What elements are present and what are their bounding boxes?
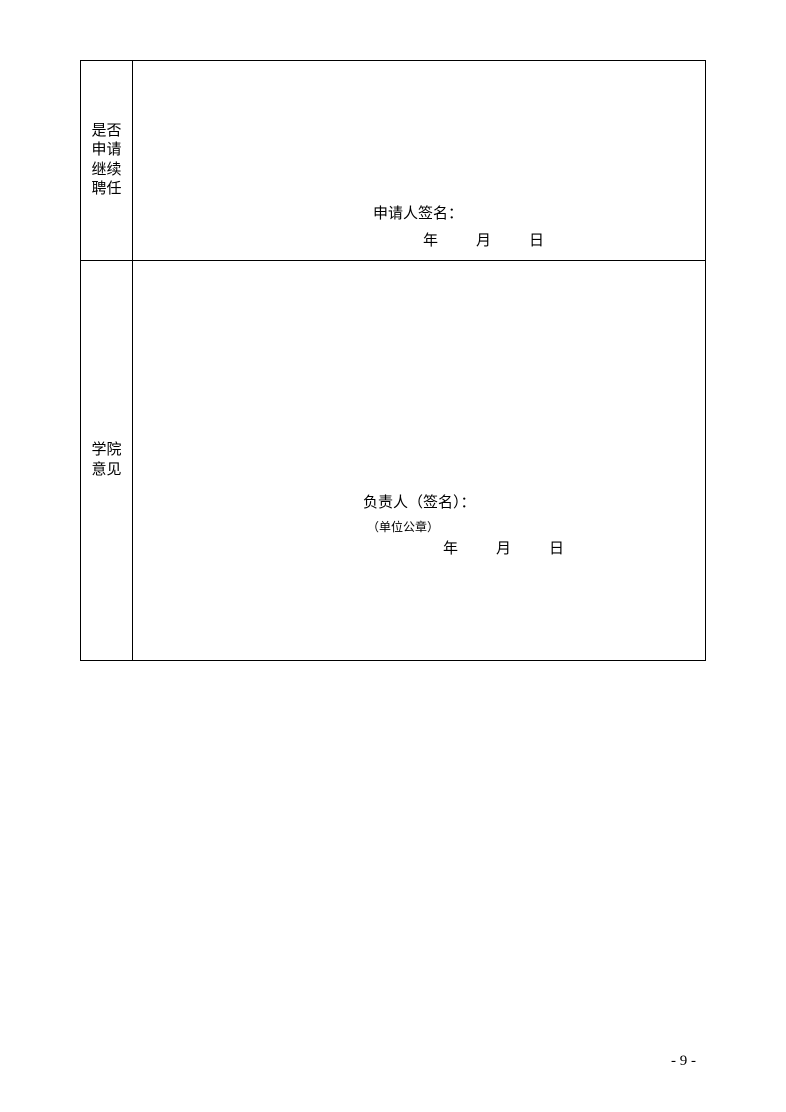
- row2-content-cell: 负责人（签名）： （单位公章） 年 月 日: [133, 261, 706, 661]
- label-char: 是否: [85, 122, 128, 142]
- seal-note: （单位公章）: [363, 517, 564, 537]
- applicant-date-line: 年月日: [373, 228, 544, 255]
- date-year: 年: [423, 233, 438, 249]
- table-row: 是否 申请 继续 聘任 申请人签名： 年 月 日: [81, 61, 706, 261]
- form-table: 是否 申请 继续 聘任 申请人签名： 年月日 学院 意见: [80, 60, 706, 661]
- label-char: 学院: [85, 441, 128, 461]
- date-month: 月: [476, 233, 491, 249]
- responsible-signature-block: 负责人（签名）： （单位公章） 年 月 日: [363, 491, 564, 562]
- applicant-signature-label: 申请人签名：: [373, 201, 544, 228]
- date-day: 日: [549, 541, 564, 557]
- label-char: 聘任: [85, 180, 128, 200]
- label-char: 意见: [85, 461, 128, 481]
- row1-label-cell: 是否 申请 继续 聘任: [81, 61, 133, 261]
- label-char: 继续: [85, 161, 128, 181]
- responsible-signature-label: 负责人（签名）：: [363, 491, 564, 517]
- page-number: - 9 -: [671, 1053, 696, 1070]
- responsible-date-line: 年月日: [363, 537, 564, 563]
- label-char: 申请: [85, 141, 128, 161]
- date-month: 月: [496, 541, 511, 557]
- applicant-signature-block: 申请人签名： 年 月 日: [373, 201, 544, 255]
- table-row: 学院 意见 负责人（签名）： （单位公章） 年 月 日: [81, 261, 706, 661]
- row1-content-cell: 申请人签名： 年 月 日: [133, 61, 706, 261]
- row2-label-cell: 学院 意见: [81, 261, 133, 661]
- date-year: 年: [443, 541, 458, 557]
- page-container: 是否 申请 继续 聘任 申请人签名： 年月日 学院 意见: [0, 0, 786, 661]
- date-day: 日: [529, 233, 544, 249]
